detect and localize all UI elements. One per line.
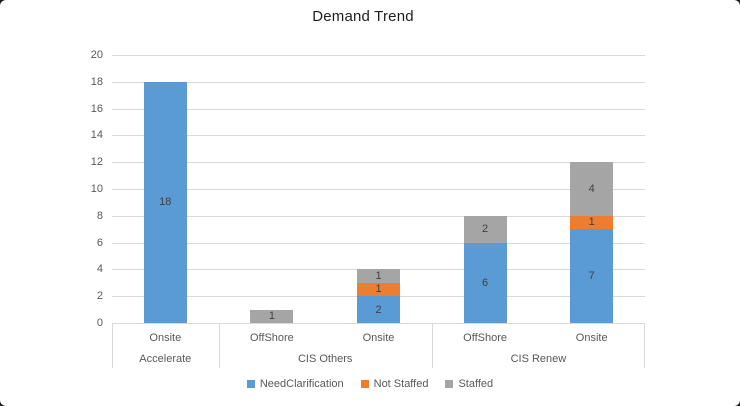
gridline — [112, 162, 645, 164]
legend-label: Not Staffed — [373, 378, 429, 390]
bar-segment: 1 — [357, 282, 400, 297]
legend-label: NeedClarification — [259, 378, 344, 390]
bar-segment: 2 — [357, 296, 400, 323]
bar-segment: 1 — [357, 269, 400, 283]
gridline — [112, 189, 645, 190]
bar-segment-label: 1 — [268, 310, 275, 323]
bar-segment-label: 2 — [375, 303, 382, 316]
x-axis-band: Onsite OffShore Onsite OffShore Onsite Accele… — [112, 323, 645, 368]
legend-label: Staffed — [458, 378, 494, 390]
bar-segment: 18 — [143, 81, 187, 323]
gridline — [112, 55, 645, 56]
legend: NeedClarification Not Staffed Staffed — [0, 374, 740, 394]
y-tick-label: 10 — [90, 183, 103, 195]
legend-item: Staffed — [445, 378, 493, 390]
legend-item: Not Staffed — [360, 378, 429, 390]
bar-segment-label: 1 — [588, 216, 595, 229]
bar-segment-label: 1 — [375, 270, 382, 283]
y-tick-label: 14 — [90, 129, 103, 142]
chart-title: Demand Trend — [312, 8, 414, 25]
gridline — [112, 108, 645, 110]
gridline — [112, 135, 645, 137]
y-tick-label: 2 — [96, 290, 103, 303]
gridline — [112, 242, 645, 244]
category-label: OffShore — [463, 332, 507, 344]
legend-item: NeedClarification — [246, 378, 344, 390]
group-label: Accelerate — [139, 353, 192, 365]
y-tick-label: 12 — [90, 156, 103, 169]
axis-divider — [218, 324, 220, 368]
bar-segment: 4 — [570, 162, 614, 216]
bar-segment: 1 — [570, 215, 614, 230]
y-tick-label: 16 — [90, 102, 103, 115]
bar-segment-label: 2 — [482, 223, 489, 236]
bar-segment-label: 1 — [375, 283, 382, 296]
category-label: Onsite — [149, 332, 182, 344]
bar-segment: 2 — [463, 215, 507, 243]
legend-swatch-icon — [445, 380, 454, 388]
bar-segment: 1 — [250, 309, 294, 323]
gridline — [112, 81, 645, 83]
y-tick-label: 4 — [96, 263, 103, 276]
y-tick-label: 20 — [90, 49, 103, 61]
bar-segment-label: 6 — [482, 276, 489, 289]
y-tick-label: 0 — [96, 317, 103, 329]
y-tick-label: 8 — [96, 209, 103, 222]
y-tick-label: 18 — [90, 75, 103, 88]
axis-divider — [431, 324, 433, 368]
bar-segment-label: 4 — [588, 182, 595, 195]
bar-segment-label: 7 — [588, 270, 595, 283]
bar-segment-label: 18 — [159, 196, 172, 209]
bar-segment: 7 — [570, 229, 614, 323]
axis-divider — [112, 324, 113, 368]
axis-divider — [644, 324, 645, 368]
category-label: Onsite — [362, 332, 395, 344]
group-label: CIS Others — [297, 353, 353, 365]
category-label: OffShore — [249, 332, 294, 344]
gridline — [112, 215, 645, 217]
y-tick-label: 6 — [96, 236, 103, 249]
plot-area: 18 1 2 1 1 6 2 7 1 4 — [112, 55, 645, 324]
bar-segment: 6 — [463, 242, 507, 323]
group-label: CIS Renew — [510, 353, 567, 365]
category-label: Onsite — [575, 332, 608, 344]
legend-swatch-icon — [360, 380, 369, 388]
legend-swatch-icon — [246, 380, 255, 388]
